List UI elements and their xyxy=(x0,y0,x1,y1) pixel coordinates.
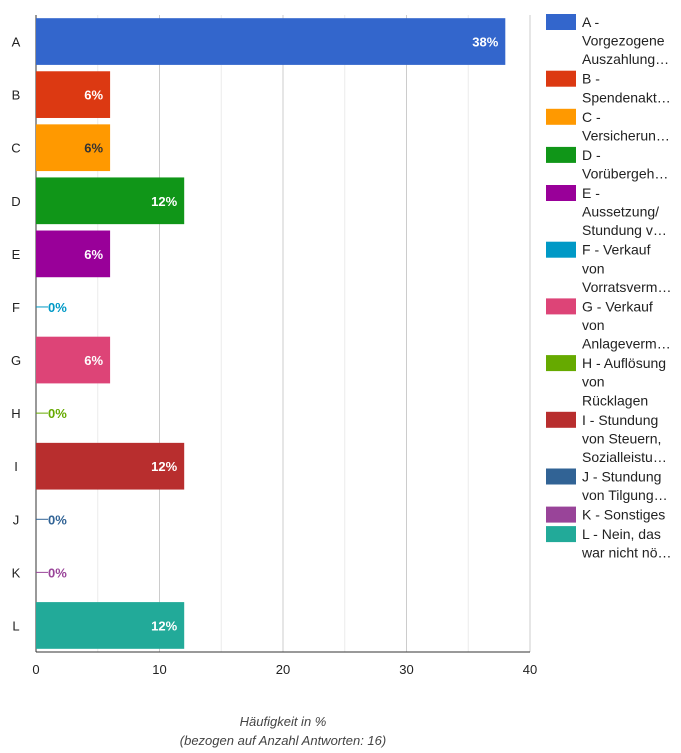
legend-label: C - xyxy=(582,109,601,125)
category-label: I xyxy=(14,459,18,474)
category-label: C xyxy=(11,141,20,156)
legend-label: Vorgezogene xyxy=(582,33,665,49)
grid-lines xyxy=(35,15,531,653)
category-label: A xyxy=(12,35,21,50)
category-label: L xyxy=(12,618,19,633)
legend-label: Anlageverm… xyxy=(582,336,671,352)
bar xyxy=(36,336,111,384)
data-labels: 38% 6% 6% 12% 6% 0% 6% 0% 12% 0% 0% 12% xyxy=(36,35,499,633)
legend-label: Aussetzung/ xyxy=(582,204,659,220)
bar xyxy=(36,442,185,490)
data-label: 6% xyxy=(84,247,103,262)
legend: A - Vorgezogene Auszahlung… B - Spendenakt… C… xyxy=(546,14,671,561)
legend-swatch xyxy=(546,506,576,523)
legend-swatch xyxy=(546,108,576,125)
category-labels: A B C D E F G H I J K L xyxy=(11,35,21,634)
legend-label: Vorübergeh… xyxy=(582,166,668,182)
legend-label: K - Sonstiges xyxy=(582,507,665,523)
bar xyxy=(36,124,111,172)
legend-swatch xyxy=(546,70,576,87)
category-label: K xyxy=(12,565,21,580)
category-label: G xyxy=(11,353,21,368)
category-label: D xyxy=(11,194,20,209)
legend-swatch xyxy=(546,14,576,30)
legend-label: Rücklagen xyxy=(582,392,648,408)
legend-label: von Steuern, xyxy=(582,430,661,446)
legend-label: F - Verkauf xyxy=(582,242,651,258)
bar xyxy=(36,18,506,65)
legend-label: von Tilgung… xyxy=(582,487,668,503)
legend-label: H - Auflösung xyxy=(582,355,666,371)
legend-swatch xyxy=(546,411,576,428)
legend-label: Auszahlung… xyxy=(582,51,669,67)
legend-swatch xyxy=(546,526,576,543)
bar xyxy=(36,602,185,649)
data-label: 6% xyxy=(84,353,103,368)
legend-label: L - Nein, das xyxy=(582,526,661,542)
data-label: 6% xyxy=(84,141,103,156)
legend-label: von xyxy=(582,317,605,333)
bar xyxy=(36,230,111,278)
data-label: 38% xyxy=(472,35,498,50)
data-label: 0% xyxy=(48,406,67,421)
x-axis-title: Häufigkeit in % xyxy=(240,714,327,729)
x-tick-labels: 0 10 20 30 40 xyxy=(32,662,537,677)
x-tick-label: 30 xyxy=(399,662,413,677)
x-tick-label: 40 xyxy=(523,662,537,677)
data-label: 0% xyxy=(48,512,67,527)
data-label: 12% xyxy=(151,618,177,633)
bars xyxy=(36,18,506,649)
category-label: B xyxy=(12,88,21,103)
legend-label: Stundung v… xyxy=(582,222,667,238)
legend-label: E - xyxy=(582,185,600,201)
data-label: 12% xyxy=(151,194,177,209)
legend-swatch xyxy=(546,185,576,201)
legend-label: A - xyxy=(582,14,599,30)
legend-label: Sozialleistu… xyxy=(582,449,667,465)
legend-swatch xyxy=(546,146,576,163)
x-axis-subtitle: (bezogen auf Anzahl Antworten: 16) xyxy=(180,733,386,748)
legend-swatch xyxy=(546,298,576,315)
legend-label: Versicherun… xyxy=(582,127,670,143)
data-label: 12% xyxy=(151,459,177,474)
category-label: H xyxy=(11,406,20,421)
legend-label: Vorratsverm… xyxy=(582,279,671,295)
legend-label: von xyxy=(582,260,605,276)
x-tick-label: 20 xyxy=(276,662,290,677)
x-tick-label: 10 xyxy=(152,662,166,677)
legend-label: von xyxy=(582,374,605,390)
data-label: 6% xyxy=(84,88,103,103)
legend-label: I - Stundung xyxy=(582,412,658,428)
data-label: 0% xyxy=(48,565,67,580)
legend-swatch xyxy=(546,468,576,485)
category-label: E xyxy=(12,247,21,262)
legend-label: J - Stundung xyxy=(582,469,661,485)
bar xyxy=(36,71,111,118)
legend-label: war nicht nö… xyxy=(581,545,671,561)
data-label: 0% xyxy=(48,300,67,315)
category-label: F xyxy=(12,300,20,315)
x-tick-label: 0 xyxy=(32,662,39,677)
legend-label: B - xyxy=(582,71,600,87)
legend-swatch xyxy=(546,241,576,258)
category-label: J xyxy=(13,512,20,527)
legend-label: Spendenakt… xyxy=(582,89,671,105)
legend-label: G - Verkauf xyxy=(582,298,653,314)
bar xyxy=(36,177,185,225)
legend-swatch xyxy=(546,355,576,372)
legend-label: D - xyxy=(582,147,601,163)
